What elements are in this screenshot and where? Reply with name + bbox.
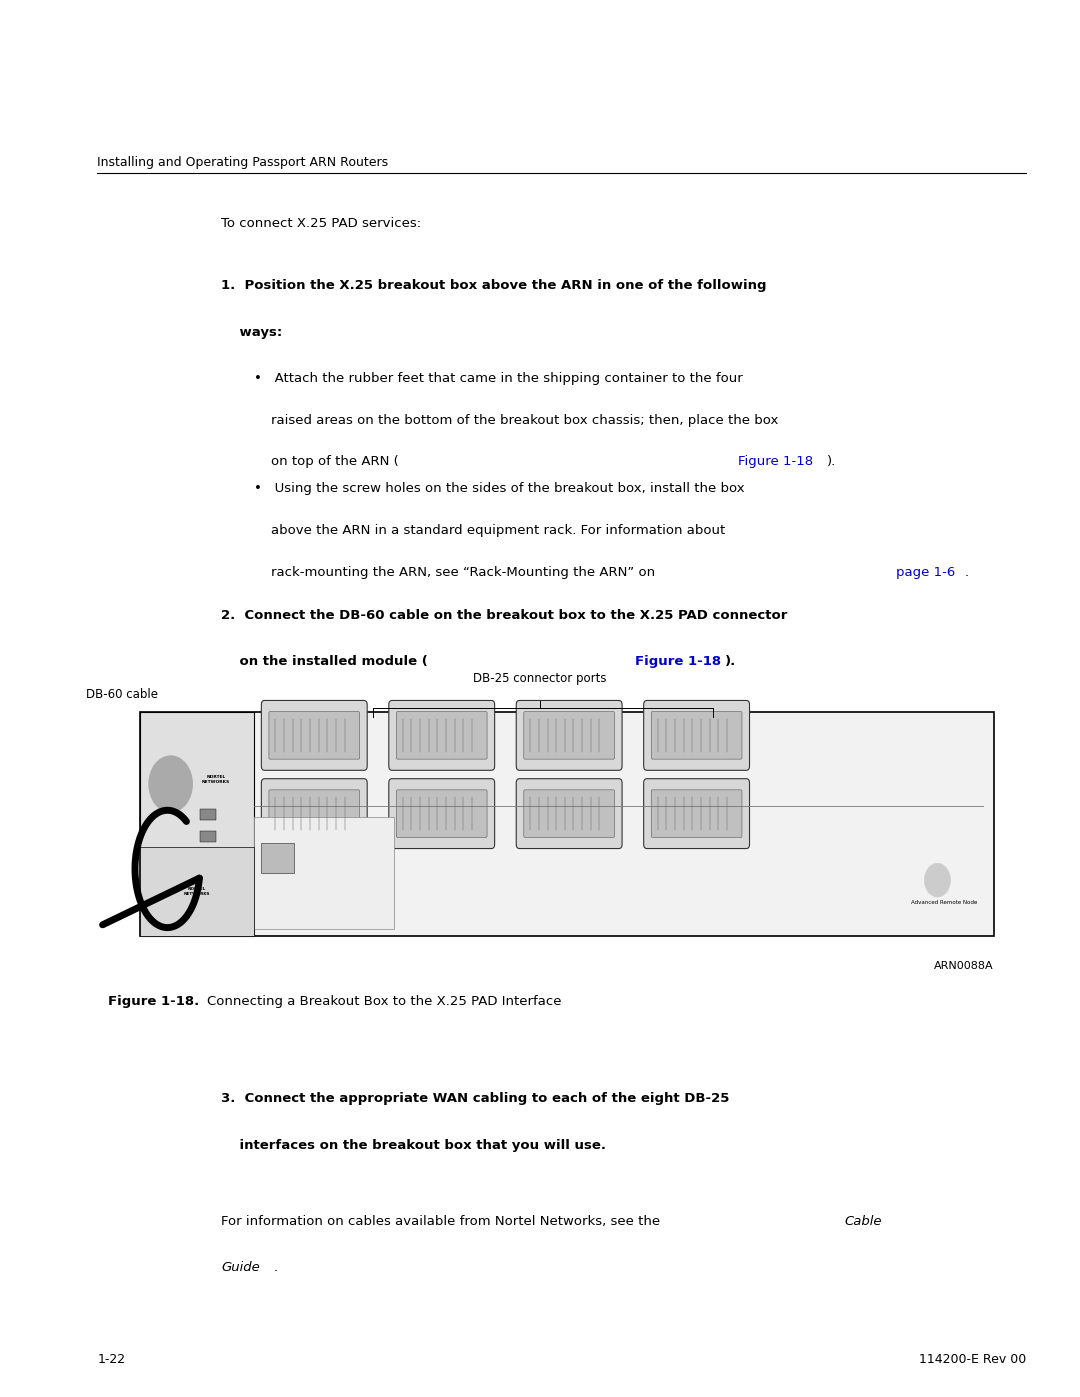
Text: 1-22: 1-22 — [97, 1354, 125, 1366]
Text: page 1-6: page 1-6 — [896, 566, 956, 578]
Text: Guide: Guide — [221, 1261, 260, 1274]
Text: Cable: Cable — [845, 1215, 882, 1228]
Bar — [200, 831, 216, 842]
Text: Installing and Operating Passport ARN Routers: Installing and Operating Passport ARN Ro… — [97, 156, 389, 169]
Text: •   Attach the rubber feet that came in the shipping container to the four: • Attach the rubber feet that came in th… — [254, 372, 743, 384]
Text: NORTEL
NETWORKS: NORTEL NETWORKS — [202, 775, 230, 784]
FancyBboxPatch shape — [261, 778, 367, 848]
Text: Connecting a Breakout Box to the X.25 PAD Interface: Connecting a Breakout Box to the X.25 PA… — [207, 995, 562, 1007]
Text: Figure 1-18: Figure 1-18 — [635, 655, 721, 668]
FancyBboxPatch shape — [651, 711, 742, 759]
Text: ARN0088A: ARN0088A — [934, 961, 994, 971]
Text: on top of the ARN (: on top of the ARN ( — [254, 455, 399, 468]
Bar — [261, 842, 294, 873]
Circle shape — [924, 863, 950, 897]
Bar — [200, 809, 216, 820]
Bar — [200, 854, 216, 865]
FancyBboxPatch shape — [396, 711, 487, 759]
Circle shape — [149, 756, 192, 812]
FancyBboxPatch shape — [524, 789, 615, 837]
Text: DB-25 connector ports: DB-25 connector ports — [473, 672, 607, 685]
Text: 3.  Connect the appropriate WAN cabling to each of the eight DB-25: 3. Connect the appropriate WAN cabling t… — [221, 1092, 730, 1105]
Bar — [140, 712, 254, 936]
FancyBboxPatch shape — [396, 789, 487, 837]
FancyBboxPatch shape — [389, 778, 495, 848]
Text: DB-60 cable: DB-60 cable — [86, 689, 159, 701]
Bar — [254, 817, 394, 929]
Text: Figure 1-18: Figure 1-18 — [738, 455, 813, 468]
FancyBboxPatch shape — [269, 711, 360, 759]
Text: .: . — [964, 566, 969, 578]
FancyBboxPatch shape — [389, 700, 495, 770]
FancyBboxPatch shape — [269, 789, 360, 837]
FancyBboxPatch shape — [516, 778, 622, 848]
Bar — [140, 847, 254, 936]
Text: .: . — [273, 1261, 278, 1274]
FancyBboxPatch shape — [644, 700, 750, 770]
FancyBboxPatch shape — [651, 789, 742, 837]
Text: interfaces on the breakout box that you will use.: interfaces on the breakout box that you … — [221, 1139, 606, 1151]
Text: Advanced Remote Node: Advanced Remote Node — [912, 900, 977, 905]
Bar — [140, 712, 994, 936]
FancyBboxPatch shape — [516, 700, 622, 770]
Text: ).: ). — [725, 655, 735, 668]
Text: above the ARN in a standard equipment rack. For information about: above the ARN in a standard equipment ra… — [254, 524, 725, 536]
Text: on the installed module (: on the installed module ( — [221, 655, 429, 668]
Text: •   Using the screw holes on the sides of the breakout box, install the box: • Using the screw holes on the sides of … — [254, 482, 744, 495]
FancyBboxPatch shape — [524, 711, 615, 759]
Text: Figure 1-18.: Figure 1-18. — [108, 995, 199, 1007]
Text: To connect X.25 PAD services:: To connect X.25 PAD services: — [221, 217, 421, 229]
Text: ways:: ways: — [221, 326, 283, 338]
Text: rack-mounting the ARN, see “Rack-Mounting the ARN” on: rack-mounting the ARN, see “Rack-Mountin… — [254, 566, 659, 578]
Text: 114200-E Rev 00: 114200-E Rev 00 — [919, 1354, 1026, 1366]
FancyBboxPatch shape — [261, 700, 367, 770]
Text: ).: ). — [827, 455, 837, 468]
Text: For information on cables available from Nortel Networks, see the: For information on cables available from… — [221, 1215, 665, 1228]
FancyBboxPatch shape — [644, 778, 750, 848]
Text: 2.  Connect the DB-60 cable on the breakout box to the X.25 PAD connector: 2. Connect the DB-60 cable on the breako… — [221, 609, 787, 622]
Text: raised areas on the bottom of the breakout box chassis; then, place the box: raised areas on the bottom of the breako… — [254, 414, 779, 426]
Text: NORTEL
NETWORKS: NORTEL NETWORKS — [184, 887, 210, 895]
Text: 1.  Position the X.25 breakout box above the ARN in one of the following: 1. Position the X.25 breakout box above … — [221, 279, 767, 292]
